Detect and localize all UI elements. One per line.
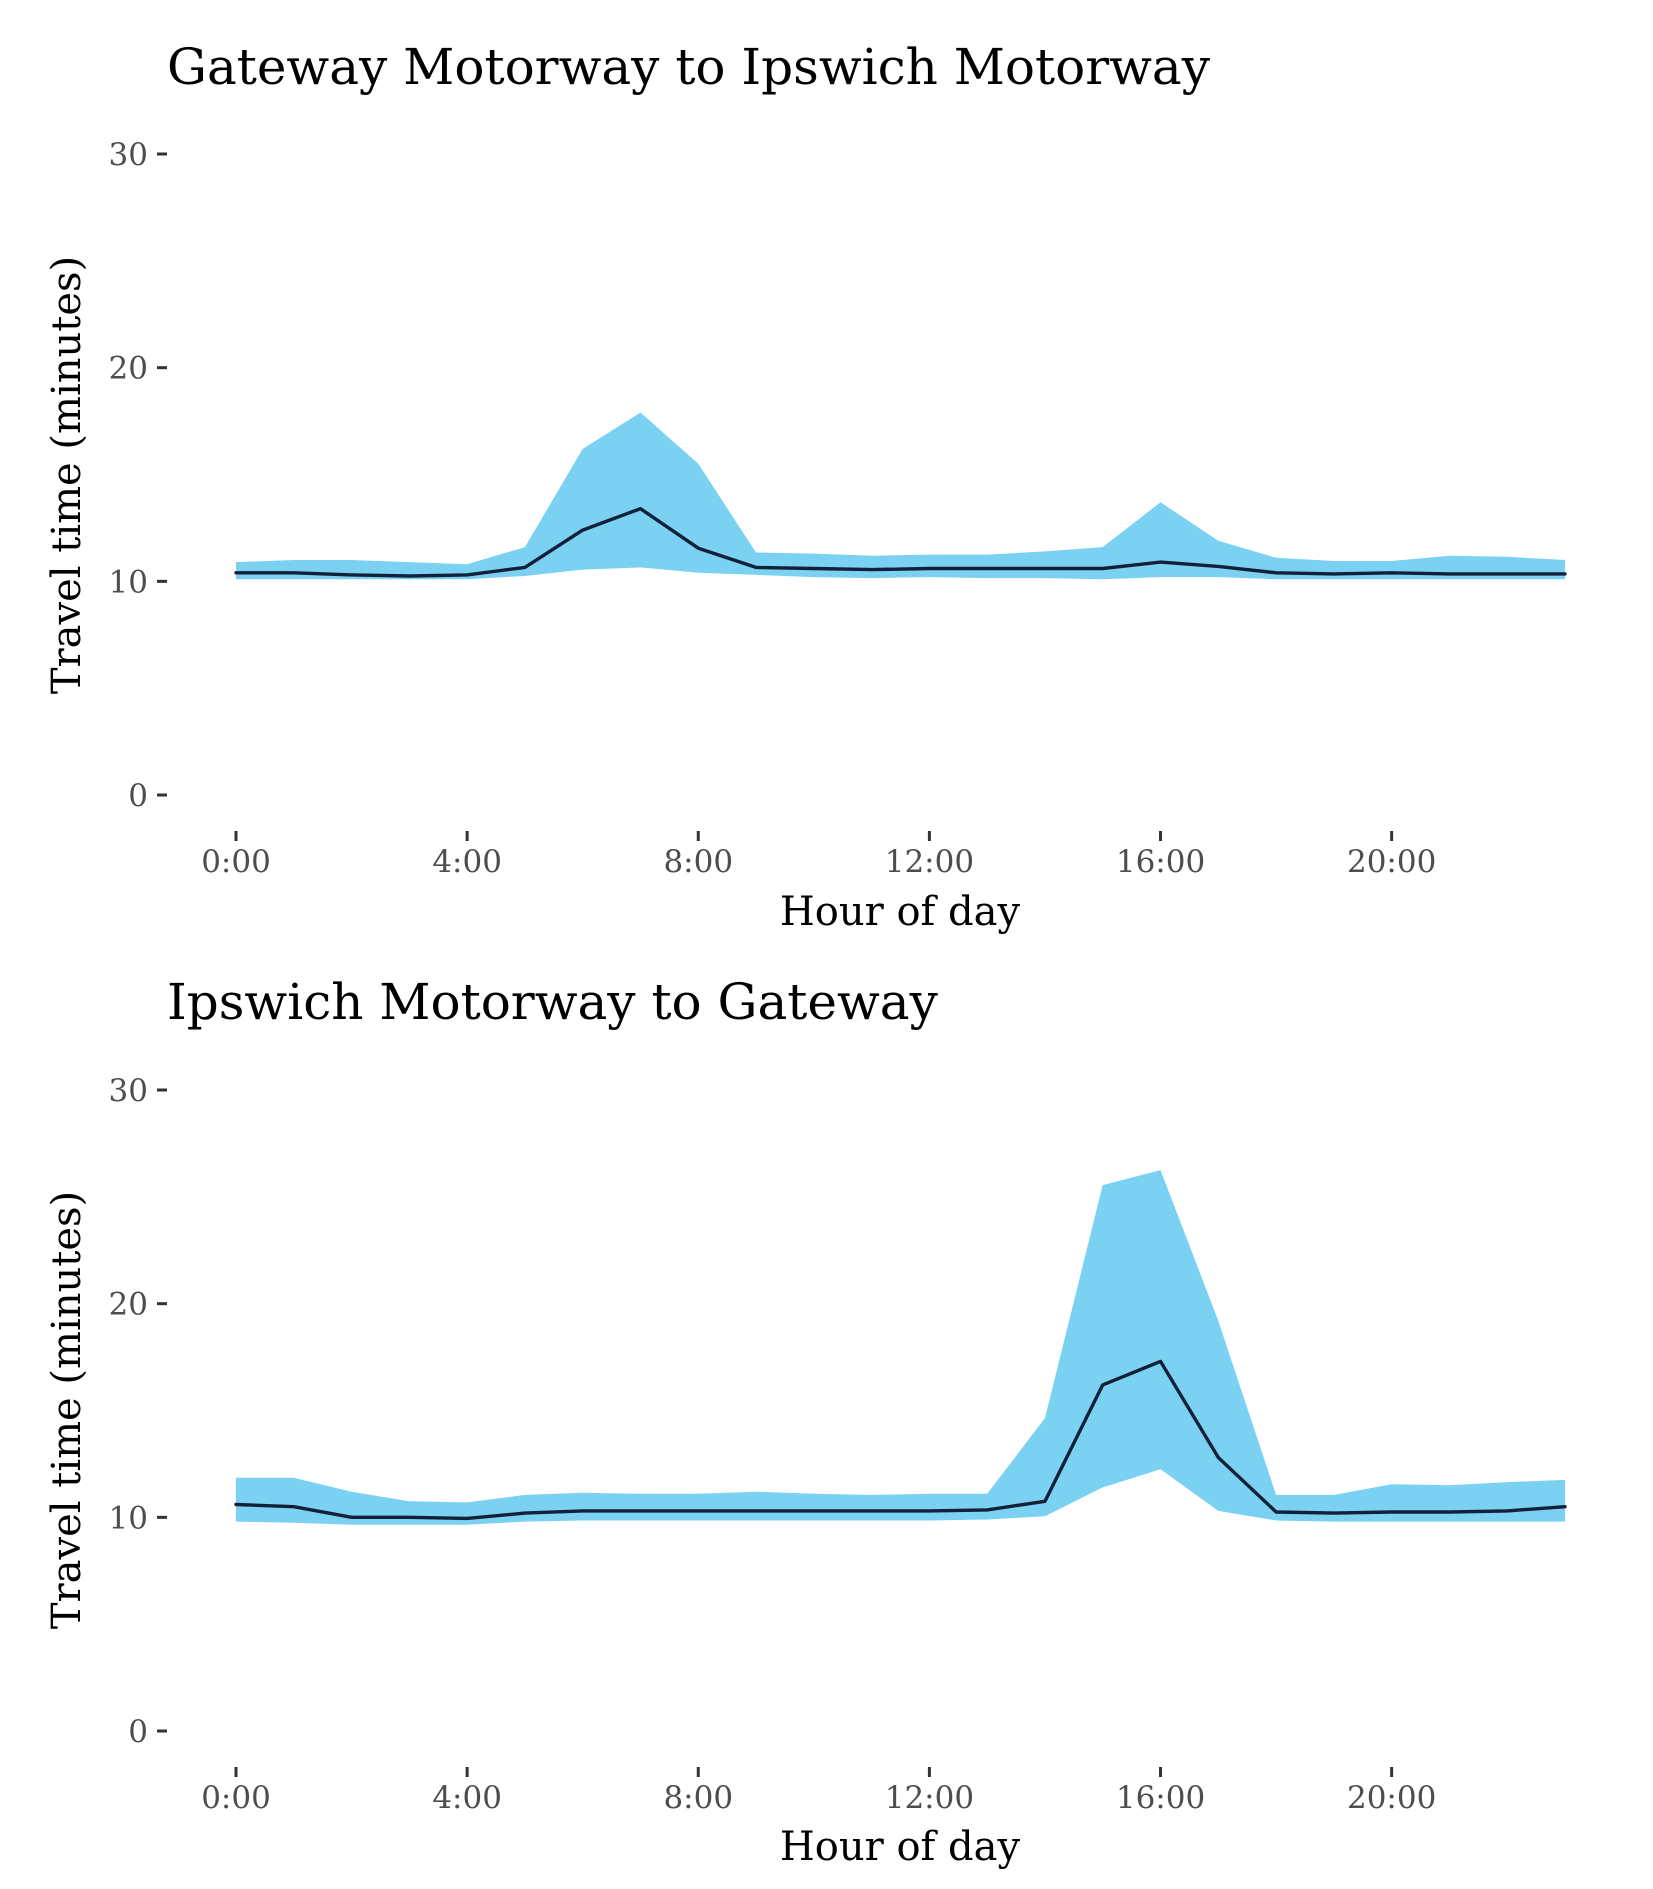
y-tick-label: 20 bbox=[109, 1287, 148, 1323]
chart-title: Gateway Motorway to Ipswich Motorway bbox=[167, 38, 1211, 96]
range-ribbon bbox=[236, 412, 1565, 580]
panel-ipswich-to-gateway: Ipswich Motorway to Gateway Travel time … bbox=[44, 973, 1567, 1870]
range-ribbon bbox=[236, 1170, 1565, 1525]
median-line bbox=[234, 507, 1567, 578]
y-tick-label: 30 bbox=[109, 137, 148, 173]
x-tick-label: 4:00 bbox=[432, 844, 502, 880]
x-tick-label: 4:00 bbox=[432, 1780, 502, 1816]
x-tick-label: 12:00 bbox=[885, 1780, 974, 1816]
y-tick-label: 10 bbox=[109, 564, 148, 600]
y-tick-label: 20 bbox=[109, 351, 148, 387]
y-tick-label: 30 bbox=[109, 1073, 148, 1109]
x-tick-label: 8:00 bbox=[663, 1780, 733, 1816]
panel-gateway-to-ipswich: Gateway Motorway to Ipswich Motorway Tra… bbox=[44, 38, 1567, 935]
y-tick-label: 0 bbox=[128, 1714, 148, 1750]
y-axis-title: Travel time (minutes) bbox=[44, 256, 90, 694]
x-tick-label: 16:00 bbox=[1116, 844, 1205, 880]
y-tick-label: 0 bbox=[128, 778, 148, 814]
y-tick-label: 10 bbox=[109, 1500, 148, 1536]
x-tick-label: 20:00 bbox=[1347, 1780, 1436, 1816]
x-axis-title: Hour of day bbox=[780, 889, 1021, 935]
x-tick-label: 0:00 bbox=[201, 844, 271, 880]
chart-title: Ipswich Motorway to Gateway bbox=[167, 973, 939, 1031]
y-axis-title: Travel time (minutes) bbox=[44, 1191, 90, 1629]
x-tick-label: 16:00 bbox=[1116, 1780, 1205, 1816]
x-tick-label: 0:00 bbox=[201, 1780, 271, 1816]
x-tick-label: 8:00 bbox=[663, 844, 733, 880]
median-line bbox=[234, 1359, 1567, 1521]
x-tick-label: 12:00 bbox=[885, 844, 974, 880]
x-axis-title: Hour of day bbox=[780, 1824, 1021, 1870]
x-tick-label: 20:00 bbox=[1347, 844, 1436, 880]
